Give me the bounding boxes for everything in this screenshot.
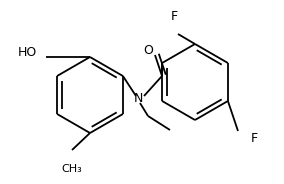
Text: N: N — [133, 91, 143, 105]
Text: O: O — [143, 45, 153, 57]
Text: F: F — [170, 10, 178, 22]
Text: F: F — [250, 132, 258, 144]
Text: HO: HO — [18, 45, 37, 59]
Text: CH₃: CH₃ — [62, 164, 82, 174]
